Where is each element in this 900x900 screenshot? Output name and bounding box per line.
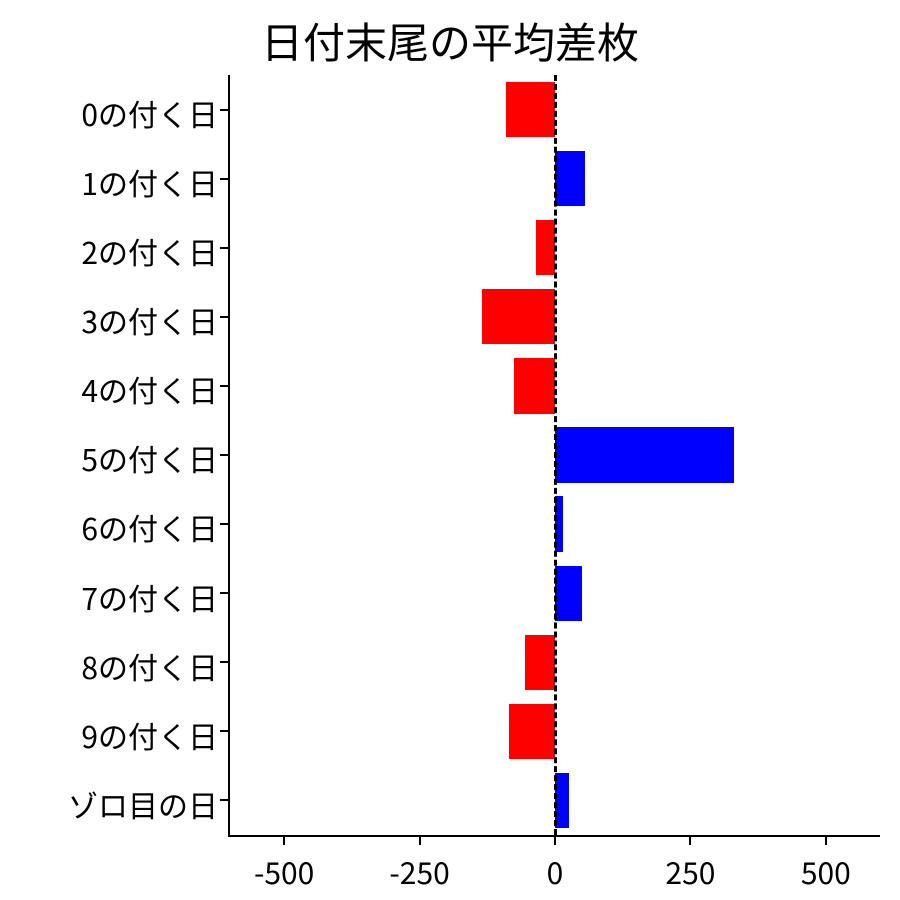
y-axis-label: 1の付く日 (0, 160, 218, 204)
y-tick (220, 247, 228, 249)
bar (555, 566, 582, 621)
bar (509, 704, 555, 759)
x-tick (283, 837, 285, 845)
x-axis-label: 0 (547, 849, 564, 893)
y-tick (220, 385, 228, 387)
bar (525, 635, 555, 690)
y-axis-label: 9の付く日 (0, 713, 218, 757)
y-tick (220, 592, 228, 594)
y-axis-label: 7の付く日 (0, 575, 218, 619)
bar (514, 358, 555, 413)
bar (536, 220, 555, 275)
y-tick (220, 730, 228, 732)
y-tick (220, 523, 228, 525)
y-tick (220, 316, 228, 318)
bar (555, 427, 734, 482)
x-axis-label: 500 (801, 849, 851, 893)
y-tick (220, 178, 228, 180)
chart-root: 日付末尾の平均差枚 0の付く日1の付く日2の付く日3の付く日4の付く日5の付く日… (0, 0, 900, 900)
y-axis-label: 6の付く日 (0, 505, 218, 549)
bar (555, 151, 585, 206)
y-axis-label: 3の付く日 (0, 298, 218, 342)
y-axis-label: 2の付く日 (0, 229, 218, 273)
x-axis-label: 250 (665, 849, 715, 893)
bar (555, 773, 569, 828)
y-tick (220, 661, 228, 663)
y-tick (220, 799, 228, 801)
y-axis-spine (228, 75, 230, 837)
y-tick (220, 109, 228, 111)
x-tick (689, 837, 691, 845)
zero-line (554, 75, 557, 835)
plot-area: 0の付く日1の付く日2の付く日3の付く日4の付く日5の付く日6の付く日7の付く日… (230, 75, 880, 835)
x-tick (825, 837, 827, 845)
y-axis-label: ゾロ目の日 (0, 782, 218, 826)
chart-title: 日付末尾の平均差枚 (0, 10, 900, 71)
x-axis-label: -250 (389, 849, 449, 893)
y-axis-label: 5の付く日 (0, 436, 218, 480)
y-axis-label: 0の付く日 (0, 91, 218, 135)
bar (482, 289, 555, 344)
y-axis-label: 8の付く日 (0, 644, 218, 688)
x-tick (554, 837, 556, 845)
x-axis-label: -500 (254, 849, 314, 893)
y-axis-label: 4の付く日 (0, 367, 218, 411)
x-tick (419, 837, 421, 845)
y-tick (220, 454, 228, 456)
bar (506, 82, 555, 137)
